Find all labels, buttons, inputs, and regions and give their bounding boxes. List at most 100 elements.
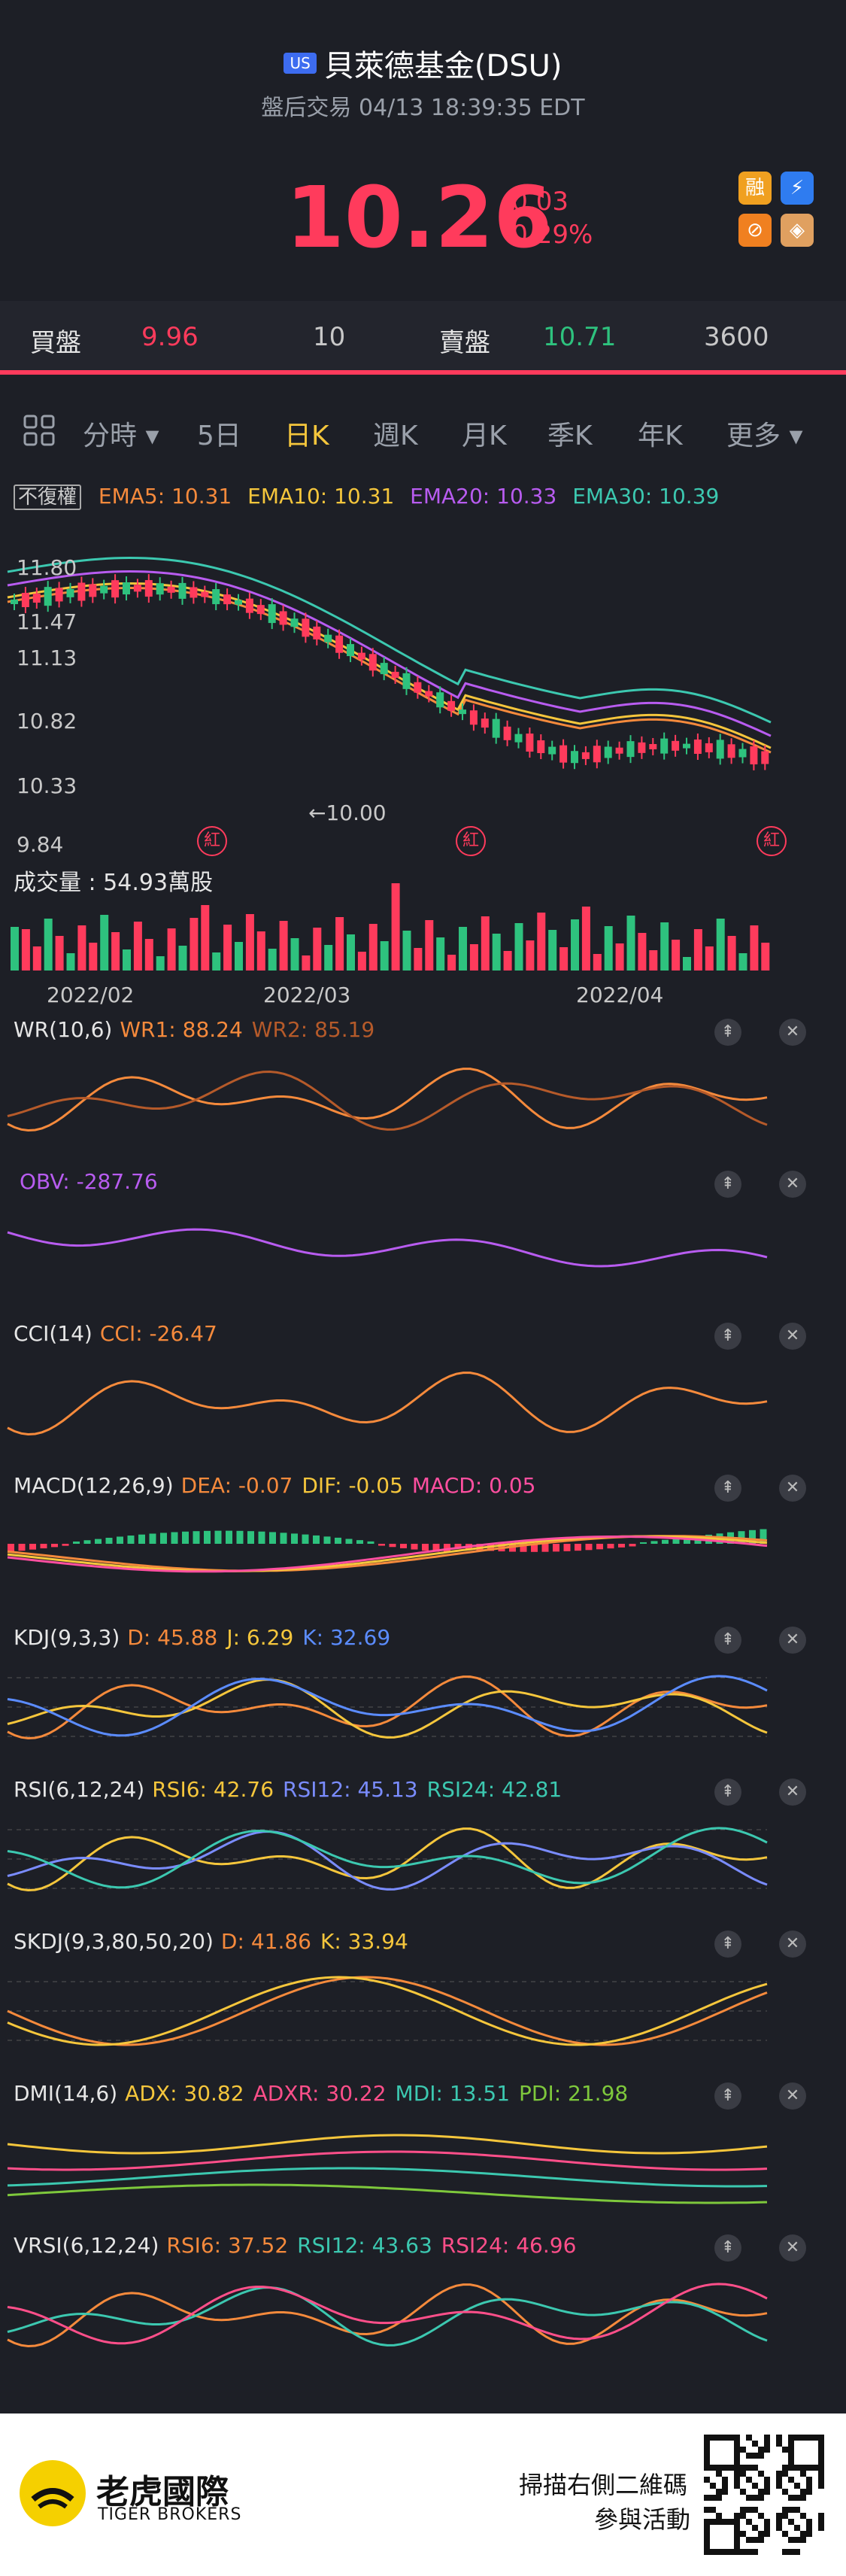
qr-module	[794, 2525, 800, 2531]
qr-module	[722, 2477, 728, 2483]
volume-bar	[526, 940, 535, 971]
pin-top-icon[interactable]: ⇞	[714, 2082, 741, 2110]
rsi-chart[interactable]	[0, 1810, 782, 1908]
dividend-marker[interactable]: 紅	[197, 826, 227, 856]
obv-legend: OBV: -287.76	[20, 1169, 167, 1194]
qr-module	[740, 2465, 746, 2471]
close-icon[interactable]: ✕	[779, 1019, 806, 1046]
close-icon[interactable]: ✕	[779, 1779, 806, 1806]
macd-bar	[269, 1532, 276, 1544]
ema-line	[7, 570, 772, 737]
volume-bar	[302, 955, 311, 971]
options-icon[interactable]: ⊘	[738, 214, 772, 247]
close-icon[interactable]: ✕	[779, 2234, 806, 2262]
qr-module	[758, 2495, 764, 2501]
macd-bar	[650, 1541, 658, 1544]
pin-top-icon[interactable]: ⇞	[714, 1627, 741, 1654]
kdj-chart[interactable]	[0, 1658, 782, 1756]
volume-bar	[156, 956, 165, 971]
macd-bar	[389, 1544, 396, 1548]
close-icon[interactable]: ✕	[779, 1930, 806, 1958]
margin-icon[interactable]: 融	[738, 172, 772, 205]
dividend-marker[interactable]: 紅	[757, 826, 787, 856]
qr-module	[806, 2483, 812, 2489]
close-icon[interactable]: ✕	[779, 1627, 806, 1654]
skdj-chart[interactable]	[0, 1962, 782, 2060]
ema-legend: 不復權 EMA5: 10.31 EMA10: 10.31 EMA20: 10.3…	[14, 481, 719, 510]
macd-chart[interactable]	[0, 1506, 782, 1604]
macd-bar	[149, 1533, 156, 1544]
tab-yearly-k[interactable]: 年K	[638, 421, 683, 451]
volume-bar	[268, 949, 277, 971]
volume-bar	[201, 905, 210, 971]
volume-bar	[223, 925, 232, 971]
adjust-toggle[interactable]: 不復權	[14, 485, 82, 510]
macd-bar	[367, 1541, 374, 1544]
qr-module	[818, 2525, 824, 2531]
qr-module	[746, 2495, 752, 2501]
bid-size: 10	[313, 322, 346, 352]
pin-top-icon[interactable]: ⇞	[714, 1323, 741, 1350]
tab-intraday[interactable]: 分時 ▾	[83, 421, 159, 451]
tab-weekly-k[interactable]: 週K	[373, 421, 418, 451]
dmi-chart[interactable]	[0, 2114, 782, 2212]
lightning-icon[interactable]: ⚡	[781, 172, 814, 205]
obv-chart[interactable]	[0, 1202, 782, 1300]
qr-module	[758, 2537, 764, 2543]
qr-code-icon[interactable]	[704, 2435, 824, 2555]
macd-bar	[541, 1544, 549, 1552]
qr-module	[800, 2495, 806, 2501]
macd-bar	[520, 1544, 527, 1552]
tab-quarterly-k[interactable]: 季K	[547, 421, 593, 451]
macd-bar	[51, 1544, 58, 1548]
y-tick: 11.47	[17, 609, 77, 634]
qr-module	[746, 2549, 752, 2555]
volume-bar	[89, 943, 98, 971]
kline-chart[interactable]	[0, 542, 846, 1008]
qr-module	[758, 2471, 764, 2477]
wr-value: WR2: 85.19	[251, 1017, 375, 1042]
dmi-series-line	[7, 2167, 768, 2188]
close-icon[interactable]: ✕	[779, 1475, 806, 1502]
qr-module	[788, 2537, 794, 2543]
volume-bar	[683, 957, 691, 971]
education-icon[interactable]: ◈	[781, 214, 814, 247]
cci-chart[interactable]	[0, 1354, 782, 1452]
qr-module	[752, 2495, 758, 2501]
macd-bar	[345, 1539, 353, 1544]
dividend-marker[interactable]: 紅	[456, 826, 486, 856]
pin-top-icon[interactable]: ⇞	[714, 1779, 741, 1806]
skdj-series-line	[7, 1976, 768, 2046]
vrsi-chart[interactable]	[0, 2266, 782, 2364]
volume-bar	[133, 922, 142, 971]
qr-module	[764, 2483, 770, 2489]
pin-top-icon[interactable]: ⇞	[714, 1019, 741, 1046]
qr-module	[776, 2519, 782, 2525]
tab-more[interactable]: 更多 ▾	[726, 421, 803, 451]
macd-bar	[8, 1544, 14, 1552]
macd-bar	[432, 1544, 440, 1552]
volume-bar	[615, 943, 624, 971]
bid-price: 9.96	[141, 322, 199, 352]
macd-bar	[236, 1530, 244, 1544]
qr-module	[722, 2483, 728, 2489]
close-icon[interactable]: ✕	[779, 1171, 806, 1198]
layout-grid-icon[interactable]	[23, 414, 56, 454]
close-icon[interactable]: ✕	[779, 2082, 806, 2110]
tab-monthly-k[interactable]: 月K	[462, 421, 507, 451]
rsi-title: RSI(6,12,24)	[14, 1777, 145, 1802]
qr-module	[788, 2477, 794, 2483]
kdj-value: K: 32.69	[302, 1625, 391, 1650]
qr-module	[746, 2453, 752, 2459]
tab-daily-k[interactable]: 日K	[284, 421, 329, 451]
pin-top-icon[interactable]: ⇞	[714, 1171, 741, 1198]
close-icon[interactable]: ✕	[779, 1323, 806, 1350]
pin-top-icon[interactable]: ⇞	[714, 1930, 741, 1958]
pin-top-icon[interactable]: ⇞	[714, 2234, 741, 2262]
macd-bar	[18, 1544, 26, 1551]
tab-5day[interactable]: 5日	[197, 421, 241, 451]
pin-top-icon[interactable]: ⇞	[714, 1475, 741, 1502]
wr-chart[interactable]	[0, 1050, 782, 1148]
rsi-value: RSI24: 42.81	[426, 1777, 562, 1802]
macd-bar	[422, 1544, 429, 1551]
